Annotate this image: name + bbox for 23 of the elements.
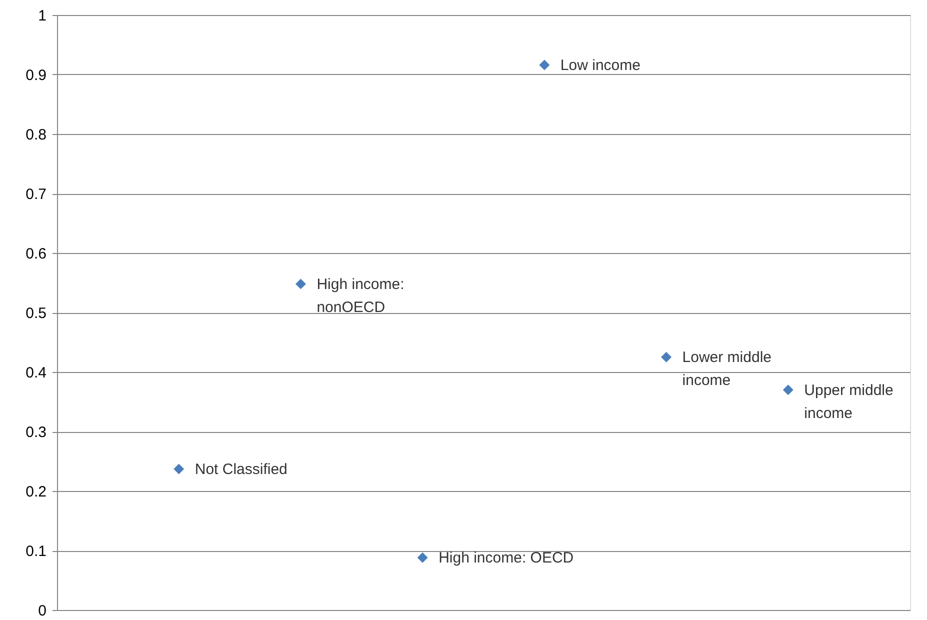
- y-tick-label: 0.5: [26, 305, 46, 322]
- y-tick-label: 0.7: [26, 186, 46, 203]
- y-tick-label: 0.6: [26, 246, 46, 262]
- y-tick-label: 0.3: [26, 424, 46, 441]
- y-tick-label: 0.4: [26, 364, 46, 382]
- y-tick-label: 0.9: [26, 67, 46, 84]
- annotation: Not Classified: [194, 460, 288, 478]
- point: [661, 352, 672, 362]
- annotation: Lower middle income: [682, 349, 772, 390]
- annotation: Upper middle income: [804, 382, 894, 422]
- annotation: High income: OECD: [438, 550, 574, 567]
- point: [417, 552, 428, 563]
- point: [295, 278, 306, 290]
- y-tick-label: 0: [38, 602, 46, 620]
- point: [174, 464, 184, 474]
- y-tick-label: 0.8: [26, 126, 46, 144]
- annotation: High income: nonOECD: [316, 276, 404, 316]
- y-tick-label: 1: [38, 8, 46, 24]
- y-tick-label: 0.1: [26, 543, 46, 560]
- annotation: Low income: [560, 56, 640, 74]
- point: [539, 60, 550, 70]
- point: [782, 384, 794, 396]
- y-tick-label: 0.2: [26, 484, 46, 500]
